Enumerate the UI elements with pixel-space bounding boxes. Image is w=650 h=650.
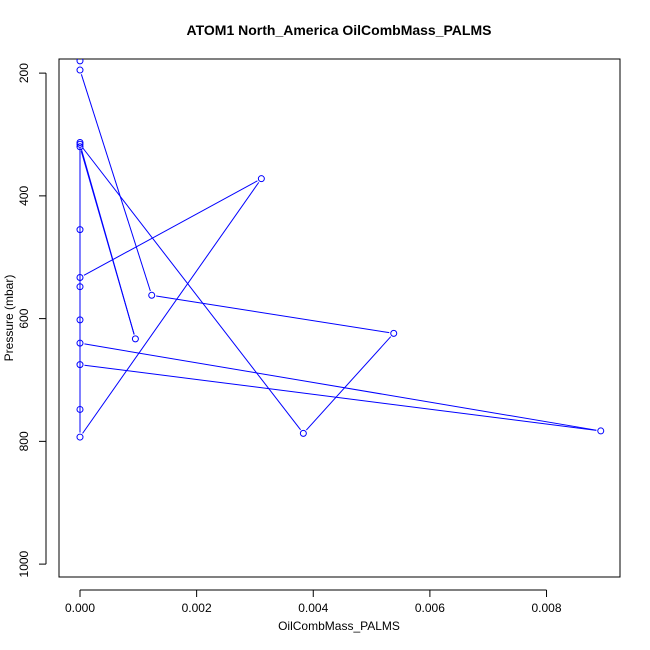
x-axis: 0.000 0.002 0.004 0.006 0.008 (65, 589, 562, 615)
data-point (299, 429, 307, 437)
y-tick-label: 1000 (17, 550, 31, 577)
data-point (76, 273, 84, 281)
data-point (77, 35, 83, 41)
data-point (76, 59, 84, 65)
plot-layer (76, 35, 605, 441)
series-segment (83, 180, 258, 276)
data-point (76, 316, 84, 324)
chart-title: ATOM1 North_America OilCombMass_PALMS (187, 22, 492, 38)
series-segment (80, 150, 135, 335)
data-point (77, 46, 83, 52)
x-tick-label: 0.000 (65, 601, 95, 615)
y-tick-label: 400 (17, 186, 31, 206)
data-point (390, 329, 398, 337)
x-tick-label: 0.002 (182, 601, 212, 615)
data-point (76, 405, 84, 413)
data-point (257, 175, 265, 183)
data-point (76, 140, 84, 148)
data-point (76, 226, 84, 234)
data-point (76, 433, 84, 441)
x-tick-label: 0.006 (415, 601, 445, 615)
series-segment (84, 343, 597, 431)
x-tick-label: 0.004 (298, 601, 328, 615)
y-tick-label: 200 (17, 63, 31, 83)
series-segment (82, 182, 260, 434)
series-segment (82, 147, 301, 431)
data-point (77, 52, 83, 58)
series-segment (80, 74, 151, 292)
series-segment (305, 336, 392, 431)
x-tick-label: 0.008 (532, 601, 562, 615)
series-segment (84, 364, 597, 431)
data-point (76, 143, 84, 151)
data-point (77, 39, 83, 45)
data-point (76, 66, 84, 74)
data-point (597, 427, 605, 435)
y-tick-label: 600 (17, 308, 31, 328)
data-point (76, 339, 84, 347)
data-point (76, 138, 84, 146)
plot-area-border (58, 58, 621, 578)
data-point (148, 291, 156, 299)
data-point (131, 335, 139, 343)
y-axis: 200 400 600 800 1000 (17, 63, 47, 577)
x-axis-label: OilCombMass_PALMS (278, 619, 400, 633)
data-point (76, 361, 84, 369)
data-point (76, 283, 84, 291)
series-segment (156, 295, 390, 334)
y-axis-label: Pressure (mbar) (2, 275, 16, 362)
y-tick-label: 800 (17, 431, 31, 451)
